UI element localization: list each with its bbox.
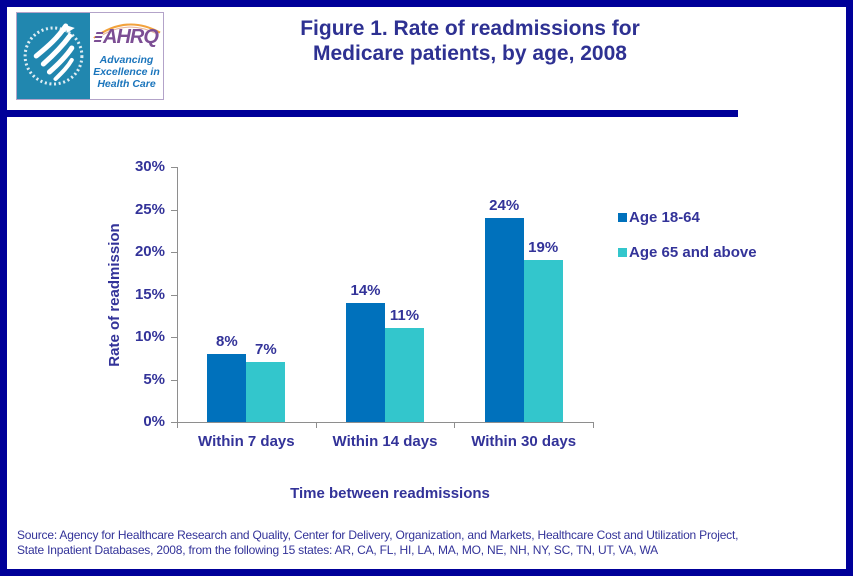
y-tick-mark — [171, 209, 177, 211]
legend-label: Age 65 and above — [629, 244, 757, 261]
figure-title-line1: Figure 1. Rate of readmissions for — [300, 17, 640, 40]
y-tick-mark — [171, 379, 177, 381]
ahrq-tagline: Advancing Excellence in Health Care — [90, 54, 163, 90]
bar-value-label: 14% — [350, 282, 381, 299]
ahrq-logo: AHRQ Advancing Excellence in Health Care — [16, 12, 164, 100]
y-tick-label: 20% — [134, 243, 165, 260]
source-note: Source: Agency for Healthcare Research a… — [17, 528, 837, 558]
y-tick-label: 15% — [134, 285, 165, 303]
hhs-seal — [17, 13, 90, 99]
x-axis-title: Time between readmissions — [290, 485, 490, 502]
x-tick-mark — [454, 422, 455, 428]
legend-swatch-icon — [618, 248, 627, 257]
tagline-line3: Health Care — [97, 78, 156, 90]
figure-title-line2: Medicare patients, by age, 2008 — [313, 42, 627, 65]
x-tick-mark — [316, 422, 317, 428]
bar-chart: 0% 5% 10% 15% 20% 25% 30% Within 7 days 8% 7% With… — [7, 7, 846, 569]
y-tick-mark — [171, 422, 177, 423]
source-line1: Source: Agency for Healthcare Research a… — [17, 528, 739, 542]
y-axis-line — [177, 167, 178, 423]
y-tick-mark — [171, 337, 177, 338]
header-separator — [7, 110, 738, 117]
bar-age-18-64 — [484, 218, 524, 422]
source-line2: State Inpatient Databases, 2008, from th… — [17, 543, 658, 557]
x-category-label: Within 7 days — [198, 433, 295, 450]
hhs-eagle-icon — [17, 13, 90, 99]
y-tick-label: 30% — [134, 158, 165, 175]
y-tick-label: 10% — [134, 328, 165, 345]
bar-value-label: 19% — [528, 239, 559, 256]
bar-age-18-64 — [207, 354, 247, 422]
y-tick-label: 25% — [134, 200, 165, 218]
ahrq-panel: AHRQ Advancing Excellence in Health Care — [90, 13, 163, 99]
bar-age-65-and-above — [385, 328, 424, 422]
y-axis-title: Rate of readmission — [106, 223, 123, 367]
x-tick-mark — [177, 422, 178, 428]
legend-item: Age 18-64 — [618, 209, 757, 226]
y-tick-mark — [171, 294, 177, 296]
ahrq-acronym: AHRQ — [90, 26, 163, 49]
bar-value-label: 8% — [215, 333, 238, 350]
x-axis-line — [177, 422, 594, 423]
bar-value-label: 24% — [489, 197, 520, 214]
tagline-line1: Advancing — [99, 54, 154, 66]
y-tick-mark — [171, 252, 177, 253]
legend-swatch-icon — [618, 213, 627, 222]
legend-label: Age 18-64 — [629, 209, 700, 226]
bar-age-65-and-above — [523, 260, 563, 422]
ahrq-acronym-text: AHRQ — [103, 26, 159, 48]
x-category-label: Within 30 days — [471, 433, 577, 450]
bar-age-18-64 — [346, 303, 385, 422]
y-tick-mark — [171, 167, 177, 168]
tagline-line2: Excellence in — [93, 66, 160, 78]
chart-legend: Age 18-64 Age 65 and above — [618, 209, 757, 279]
legend-item: Age 65 and above — [618, 244, 757, 261]
y-tick-label: 5% — [143, 370, 165, 388]
bar-value-label: 11% — [389, 307, 420, 324]
x-tick-mark — [593, 422, 594, 428]
bar-age-65-and-above — [246, 362, 286, 422]
figure-title: Figure 1. Rate of readmissions for Medic… — [220, 16, 720, 66]
x-category-label: Within 14 days — [332, 433, 438, 450]
y-tick-label: 0% — [143, 413, 165, 430]
bar-value-label: 7% — [254, 341, 277, 358]
